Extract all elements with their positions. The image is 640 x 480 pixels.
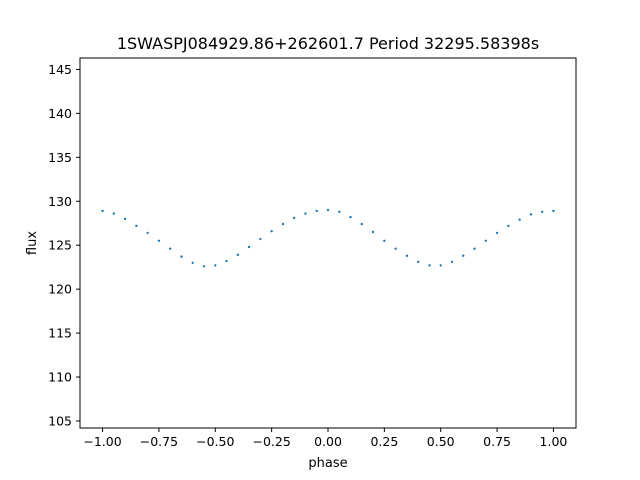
data-point <box>507 224 510 228</box>
y-tick-label: 145 <box>48 62 72 77</box>
data-point <box>112 212 116 215</box>
data-point <box>518 218 521 221</box>
data-point <box>315 209 318 213</box>
data-point <box>383 239 386 242</box>
y-tick-label: 130 <box>48 194 72 209</box>
y-tick-label: 115 <box>48 326 72 341</box>
data-point <box>394 247 397 250</box>
x-axis-label: phase <box>308 456 347 471</box>
data-point <box>484 239 488 242</box>
data-point <box>236 253 240 257</box>
x-tick-label: −0.25 <box>252 434 290 449</box>
data-point <box>247 245 251 249</box>
data-point <box>450 260 454 264</box>
data-point <box>157 239 161 242</box>
x-tick-label: 0.75 <box>483 434 511 449</box>
data-point <box>338 210 341 213</box>
data-point <box>292 216 296 220</box>
data-point <box>123 217 127 221</box>
data-point <box>168 247 172 250</box>
data-point <box>462 254 465 257</box>
data-point <box>428 264 431 267</box>
data-point <box>371 230 375 234</box>
x-tick-label: −0.75 <box>140 434 178 449</box>
data-point <box>439 264 442 267</box>
data-point <box>101 209 104 213</box>
data-point <box>552 209 555 213</box>
y-axis-ticks: 105 110 115 120 125 130 135 140 145 <box>48 62 80 428</box>
x-axis-ticks: −1.00 −0.75 −0.50 −0.25 0.00 0.25 0.50 0.75 1.00 <box>83 428 567 449</box>
y-tick-label: 125 <box>48 238 72 253</box>
chart-title: 1SWASPJ084929.86+262601.7 Period 32295.5… <box>117 34 539 53</box>
y-tick-label: 120 <box>48 282 72 297</box>
data-point <box>416 260 420 264</box>
y-tick-label: 140 <box>48 106 72 121</box>
data-point <box>405 254 409 257</box>
data-point <box>270 229 273 233</box>
data-point <box>349 215 352 219</box>
x-tick-label: −0.50 <box>196 434 234 449</box>
data-point <box>202 265 206 268</box>
y-tick-label: 110 <box>48 370 72 385</box>
data-point <box>146 231 149 235</box>
x-tick-label: 0.50 <box>427 434 455 449</box>
data-point <box>225 259 228 263</box>
data-point <box>473 247 476 250</box>
x-tick-label: −1.00 <box>83 434 121 449</box>
data-point <box>326 208 330 212</box>
x-tick-label: 0.25 <box>370 434 398 449</box>
data-point <box>540 210 544 213</box>
data-point <box>180 255 183 258</box>
data-point <box>304 212 307 215</box>
data-point <box>135 224 138 228</box>
plot-area-frame <box>79 57 577 429</box>
y-tick-label: 135 <box>48 150 72 165</box>
data-points-layer <box>101 208 555 268</box>
data-point <box>281 222 285 226</box>
data-point <box>191 261 194 264</box>
y-axis-label: flux <box>25 231 40 255</box>
data-point <box>495 231 499 235</box>
x-tick-label: 0.00 <box>314 434 342 449</box>
data-point <box>214 264 217 267</box>
data-point <box>360 222 364 226</box>
y-tick-label: 105 <box>48 413 72 428</box>
data-point <box>259 237 262 241</box>
data-point <box>529 213 533 216</box>
x-tick-label: 1.00 <box>540 434 568 449</box>
